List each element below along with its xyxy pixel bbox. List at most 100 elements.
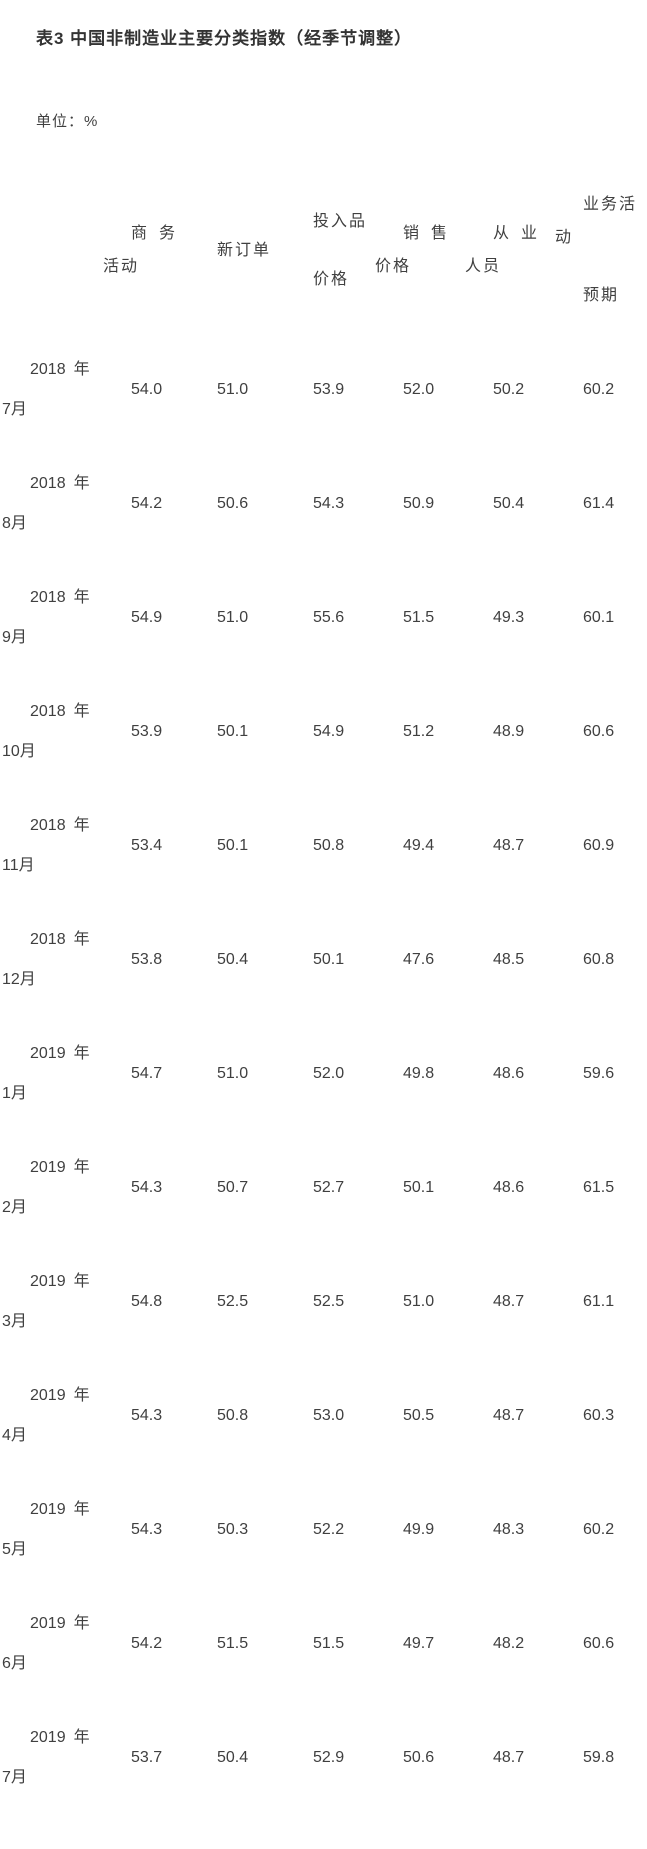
text-line: 11月: [2, 857, 35, 874]
value-cell-business-activity: 54.0: [101, 333, 187, 447]
col-header-business-activity: 商 务活动: [101, 167, 187, 333]
text-line: 2月: [2, 1199, 27, 1216]
index-value: 50.1: [217, 723, 249, 740]
index-value: 50.4: [493, 495, 525, 512]
index-value: 55.6: [313, 609, 345, 626]
index-value: 50.1: [403, 1179, 435, 1196]
text-line: 2019 年: [30, 1045, 90, 1062]
period-cell: 2018 年 10月: [0, 675, 101, 789]
value-cell-input-prices: 54.3: [283, 447, 373, 561]
index-value: 59.8: [583, 1749, 615, 1766]
index-value: 54.3: [131, 1179, 163, 1196]
text-line: 12月: [2, 971, 36, 988]
value-cell-new-orders: 50.1: [187, 789, 283, 903]
value-cell-business-activity: 53.4: [101, 789, 187, 903]
value-cell-employment: 48.2: [463, 1587, 553, 1701]
index-value: 54.2: [131, 495, 163, 512]
index-value: 51.5: [217, 1635, 249, 1652]
index-value: 48.3: [493, 1521, 525, 1538]
index-value: 50.6: [217, 495, 249, 512]
index-value: 50.6: [403, 1749, 435, 1766]
index-value: 50.3: [217, 1521, 249, 1538]
value-cell-business-activity: 54.9: [101, 561, 187, 675]
period-cell: 2018 年 7月: [0, 333, 101, 447]
value-cell-input-prices: 50.8: [283, 789, 373, 903]
index-value: 50.5: [403, 1407, 435, 1424]
index-value: 59.6: [583, 1065, 615, 1082]
index-value: 51.0: [217, 381, 249, 398]
index-value: 54.2: [131, 1635, 163, 1652]
value-cell-employment: 48.7: [463, 1701, 553, 1815]
value-cell-business-expectation: 59.8: [553, 1701, 647, 1815]
value-cell-input-prices: 52.5: [283, 1245, 373, 1359]
value-cell-input-prices: 53.9: [283, 333, 373, 447]
index-value: 60.9: [583, 837, 615, 854]
text-line: 投入品: [313, 212, 368, 230]
col-header-employment: 从 业人员: [463, 167, 553, 333]
period-cell: 2018 年 12月: [0, 903, 101, 1017]
text-line: 人员: [465, 258, 502, 275]
value-cell-input-prices: 52.7: [283, 1131, 373, 1245]
value-cell-input-prices: 52.2: [283, 1473, 373, 1587]
index-value: 49.7: [403, 1635, 435, 1652]
index-value: 54.8: [131, 1293, 163, 1310]
index-value: 48.5: [493, 951, 525, 968]
index-value: 54.7: [131, 1065, 163, 1082]
value-cell-business-expectation: 60.8: [553, 903, 647, 1017]
value-cell-selling-prices: 51.5: [373, 561, 463, 675]
table-row: 2019 年 1月 54.7 51.0 52.0 49.8 48.6 59.6: [0, 1017, 647, 1131]
index-value: 50.9: [403, 495, 435, 512]
value-cell-input-prices: 52.9: [283, 1701, 373, 1815]
text-line: 2019 年: [30, 1387, 90, 1404]
text-line: 新订单: [217, 241, 272, 259]
value-cell-input-prices: 52.0: [283, 1017, 373, 1131]
text-line: 10月: [2, 743, 36, 760]
value-cell-employment: 48.9: [463, 675, 553, 789]
index-value: 51.0: [217, 609, 249, 626]
index-value: 54.9: [131, 609, 163, 626]
period-cell: 2019 年 5月: [0, 1473, 101, 1587]
table-title: 表3 中国非制造业主要分类指数（经季节调整）: [36, 29, 413, 48]
text-line: 2019 年: [30, 1501, 90, 1518]
index-value: 49.4: [403, 837, 435, 854]
index-value: 51.0: [217, 1065, 249, 1082]
index-value: 52.2: [313, 1521, 345, 1538]
value-cell-employment: 48.5: [463, 903, 553, 1017]
value-cell-employment: 48.3: [463, 1473, 553, 1587]
index-value: 54.0: [131, 381, 163, 398]
index-value: 48.7: [493, 837, 525, 854]
value-cell-employment: 48.7: [463, 1359, 553, 1473]
index-value: 50.2: [493, 381, 525, 398]
index-value: 60.6: [583, 1635, 615, 1652]
index-value: 53.0: [313, 1407, 345, 1424]
value-cell-employment: 49.3: [463, 561, 553, 675]
value-cell-new-orders: 50.3: [187, 1473, 283, 1587]
period-cell: 2018 年 8月: [0, 447, 101, 561]
value-cell-business-expectation: 61.5: [553, 1131, 647, 1245]
value-cell-selling-prices: 51.2: [373, 675, 463, 789]
index-value: 50.8: [313, 837, 345, 854]
header-row: 商 务活动 新订单 投入品 价格销 售价格从 业人员 业务活动预期: [0, 167, 647, 333]
index-value: 48.2: [493, 1635, 525, 1652]
index-value: 48.6: [493, 1179, 525, 1196]
value-cell-employment: 48.7: [463, 789, 553, 903]
value-cell-business-activity: 54.7: [101, 1017, 187, 1131]
value-cell-new-orders: 50.6: [187, 447, 283, 561]
text-line: 7月: [2, 1769, 27, 1786]
table-row: 2019 年 3月 54.8 52.5 52.5 51.0 48.7 61.1: [0, 1245, 647, 1359]
index-value: 47.6: [403, 951, 435, 968]
period-cell: 2019 年 1月: [0, 1017, 101, 1131]
index-value: 50.4: [217, 1749, 249, 1766]
text-line: 2018 年: [30, 703, 90, 720]
table-row: 2018 年 10月 53.9 50.1 54.9 51.2 48.9 60.6: [0, 675, 647, 789]
value-cell-business-activity: 53.7: [101, 1701, 187, 1815]
table-row: 2019 年 4月 54.3 50.8 53.0 50.5 48.7 60.3: [0, 1359, 647, 1473]
text-line: 2018 年: [30, 817, 90, 834]
value-cell-selling-prices: 50.1: [373, 1131, 463, 1245]
text-line: 销 售: [403, 225, 450, 242]
text-line: 活动: [103, 258, 140, 275]
value-cell-selling-prices: 50.9: [373, 447, 463, 561]
col-header-new-orders: 新订单: [187, 167, 283, 333]
value-cell-business-activity: 54.3: [101, 1359, 187, 1473]
text-line: 价格: [313, 270, 350, 288]
